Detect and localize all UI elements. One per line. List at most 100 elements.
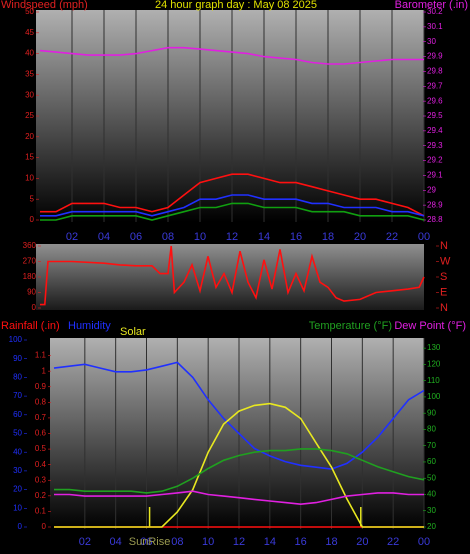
x-tick-label: 10	[202, 536, 214, 548]
y-tick-label: 0	[42, 522, 47, 531]
y-tick-label: 1.1	[35, 351, 47, 360]
y-axis-title: Windspeed (mph)	[1, 0, 88, 11]
y-tick-label: 60	[13, 410, 22, 419]
x-tick-label: 22	[387, 536, 399, 548]
plot-area	[36, 244, 424, 310]
series-line	[40, 194, 425, 217]
x-tick-label: 22	[386, 231, 398, 243]
y-tick-label: 40	[25, 49, 34, 58]
x-tick-label: 20	[354, 231, 366, 243]
series-label: Rainfall (.in)	[1, 320, 60, 332]
series-label: Dew Point (°F)	[394, 320, 466, 332]
x-tick-label: 14	[264, 536, 276, 548]
y-tick-label: 270	[23, 257, 37, 266]
y-tick-label: 80	[427, 425, 436, 434]
y-tick-label: 0	[32, 303, 37, 312]
y-tick-label: 0.4	[35, 460, 47, 469]
series-line	[54, 490, 424, 506]
x-tick-label: 06	[130, 231, 142, 243]
plot-area	[36, 10, 424, 222]
x-tick-label: 02	[66, 231, 78, 243]
x-tick-label: 04	[110, 536, 122, 548]
y-tick-label: S	[440, 271, 447, 283]
y-tick-label: 100	[427, 392, 441, 401]
y-tick-label: 29.1	[427, 171, 443, 180]
x-tick-label: 14	[258, 231, 270, 243]
y-tick-label: 50	[427, 473, 436, 482]
y-tick-label: 1	[42, 366, 47, 375]
y-tick-label: E	[440, 286, 447, 298]
y-tick-label: 5	[30, 194, 35, 203]
y-tick-label: 90	[427, 408, 436, 417]
y-tick-label: 29.9	[427, 52, 443, 61]
y-tick-label: 120	[427, 360, 441, 369]
y-tick-label: 29.7	[427, 81, 443, 90]
y-tick-label: 25	[25, 111, 34, 120]
y-tick-label: 30.2	[427, 7, 443, 16]
y-tick-label: 0	[18, 522, 23, 531]
y-tick-label: 360	[23, 241, 37, 250]
y-tick-label: 70	[13, 391, 22, 400]
y-tick-label: 90	[13, 354, 22, 363]
y-tick-label: 30	[25, 90, 34, 99]
x-tick-label: 16	[295, 536, 307, 548]
x-tick-label: 08	[171, 536, 183, 548]
y-tick-label: 10	[13, 503, 22, 512]
series-line	[54, 402, 424, 528]
annotation: SunRise	[129, 536, 171, 548]
series-line	[40, 245, 425, 306]
y-tick-label: 29.4	[427, 126, 443, 135]
y-tick-label: N	[440, 302, 448, 314]
x-tick-label: 08	[162, 231, 174, 243]
y-tick-label: 110	[427, 376, 440, 385]
series-line	[53, 361, 425, 470]
series-label: Solar	[120, 326, 146, 338]
y-tick-label: 50	[13, 429, 22, 438]
y-tick-label: 30	[427, 506, 436, 515]
x-tick-label: 20	[356, 536, 368, 548]
y-tick-label: 15	[25, 153, 34, 162]
series-line	[40, 173, 425, 217]
y-tick-label: 0.9	[35, 382, 47, 391]
y-tick-label: 29	[427, 185, 436, 194]
y-tick-label: 180	[23, 272, 37, 281]
y-tick-label: 29.8	[427, 67, 443, 76]
x-tick-label: 18	[325, 536, 337, 548]
y-tick-label: 20	[25, 132, 34, 141]
y-tick-label: 29.6	[427, 96, 443, 105]
series-line	[54, 448, 425, 494]
series-label: Humidity	[68, 320, 111, 332]
y-tick-label: 80	[13, 373, 22, 382]
y-tick-label: 20	[13, 485, 22, 494]
y-tick-label: 20	[427, 522, 436, 531]
y-tick-label: 0	[30, 215, 35, 224]
chart-title: 24 hour graph day : May 08 2025	[155, 0, 317, 11]
y-tick-label: 0.3	[35, 475, 47, 484]
plot-area	[50, 338, 424, 529]
y-tick-label: 40	[427, 490, 436, 499]
y-tick-label: 0.6	[35, 429, 47, 438]
x-tick-label: 00	[418, 536, 430, 548]
y-tick-label: 0.7	[35, 413, 47, 422]
x-tick-label: 10	[194, 231, 206, 243]
y-tick-label: 29.5	[427, 111, 443, 120]
series-label: Temperature (°F)	[309, 320, 392, 332]
y-tick-label: 130	[427, 343, 441, 352]
y-tick-label: 30	[13, 466, 22, 475]
y2-axis-title: Barometer (.in)	[395, 0, 468, 11]
y-tick-label: 90	[27, 288, 36, 297]
x-tick-label: 06	[140, 536, 152, 548]
y-tick-label: 70	[427, 441, 436, 450]
y-tick-label: 50	[25, 7, 34, 16]
y-tick-label: N	[440, 240, 448, 252]
y-tick-label: 30	[427, 37, 436, 46]
x-tick-label: 12	[226, 231, 238, 243]
y-tick-label: 0.5	[35, 444, 47, 453]
x-tick-label: 18	[322, 231, 334, 243]
y-tick-label: 0.8	[35, 397, 47, 406]
x-tick-label: 12	[233, 536, 245, 548]
y-tick-label: 35	[25, 70, 34, 79]
x-tick-label: 00	[418, 231, 430, 243]
y-tick-label: W	[440, 255, 451, 267]
y-tick-label: 10	[25, 174, 34, 183]
